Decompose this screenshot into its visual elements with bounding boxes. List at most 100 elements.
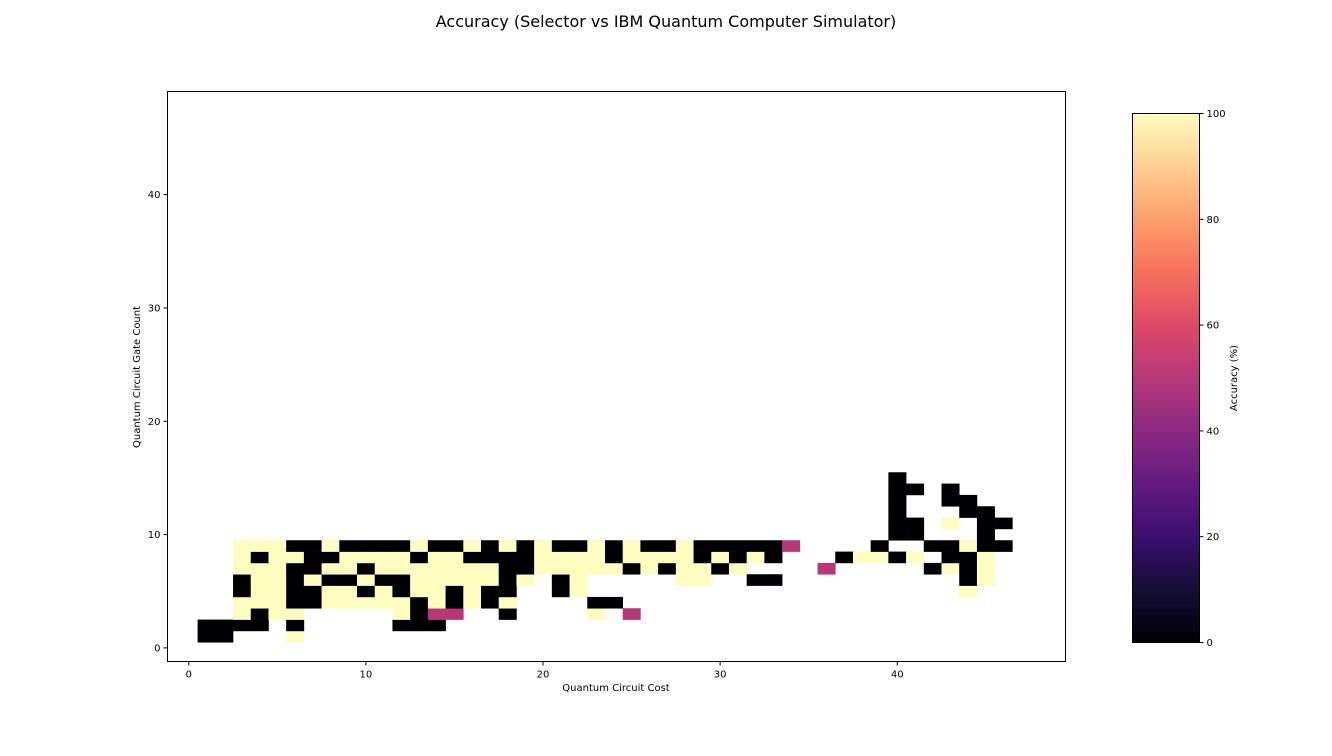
chart-title: Accuracy (Selector vs IBM Quantum Comput… bbox=[436, 12, 897, 31]
heatmap-cell bbox=[233, 551, 252, 564]
heatmap-cell bbox=[250, 551, 269, 564]
heatmap-cell bbox=[959, 562, 978, 575]
heatmap-cell bbox=[782, 540, 801, 552]
heatmap-cell bbox=[551, 540, 570, 552]
heatmap-cell bbox=[551, 574, 570, 586]
heatmap-cell bbox=[303, 596, 322, 609]
heatmap-cell bbox=[286, 630, 305, 643]
heatmap-cell bbox=[427, 608, 446, 620]
heatmap-cell bbox=[587, 551, 606, 564]
heatmap-cell bbox=[233, 540, 252, 552]
heatmap-cell bbox=[445, 608, 464, 620]
colorbar-tick-label: 100 bbox=[1207, 109, 1226, 120]
heatmap-cell bbox=[286, 596, 305, 609]
heatmap-cell bbox=[427, 574, 446, 586]
colorbar-ticks: 0 20 40 60 80 100 bbox=[1199, 109, 1226, 649]
heatmap-cell bbox=[604, 562, 623, 575]
heatmap-cell bbox=[268, 574, 287, 586]
heatmap-cell bbox=[481, 574, 500, 586]
heatmap-cell bbox=[906, 551, 925, 564]
heatmap-cell bbox=[498, 562, 517, 575]
heatmap-cell bbox=[498, 551, 517, 564]
x-tick-label: 20 bbox=[537, 670, 550, 681]
heatmap-cell bbox=[728, 540, 747, 552]
heatmap-cell bbox=[357, 562, 376, 575]
heatmap-cell bbox=[534, 562, 553, 575]
heatmap-cell bbox=[357, 596, 376, 609]
heatmap-cell bbox=[445, 551, 464, 564]
heatmap-cell bbox=[622, 551, 641, 564]
heatmap-cell bbox=[906, 483, 925, 496]
heatmap-cell bbox=[569, 574, 588, 586]
heatmap-cell bbox=[587, 608, 606, 620]
heatmap-cell bbox=[888, 506, 907, 518]
heatmap-cell bbox=[569, 585, 588, 598]
heatmap-cell bbox=[463, 596, 482, 609]
heatmap-cell bbox=[941, 483, 960, 496]
heatmap-cell bbox=[357, 540, 376, 552]
heatmap-cell bbox=[392, 562, 411, 575]
heatmap-cell bbox=[481, 596, 500, 609]
heatmap-cell bbox=[569, 551, 588, 564]
heatmap-cell bbox=[906, 517, 925, 530]
heatmap-cell bbox=[976, 551, 995, 564]
heatmap-cell bbox=[410, 562, 429, 575]
heatmap-cell bbox=[534, 551, 553, 564]
x-tick-label: 0 bbox=[186, 670, 192, 681]
heatmap-cell bbox=[746, 574, 765, 586]
plot-area bbox=[197, 472, 1013, 643]
heatmap-cell bbox=[870, 551, 889, 564]
heatmap-cell bbox=[339, 585, 358, 598]
heatmap-cell bbox=[498, 574, 517, 586]
heatmap-cell bbox=[959, 585, 978, 598]
heatmap-cell bbox=[534, 540, 553, 552]
heatmap-cell bbox=[303, 540, 322, 552]
heatmap-cell bbox=[888, 528, 907, 541]
heatmap-cell bbox=[658, 562, 677, 575]
heatmap-cell bbox=[463, 540, 482, 552]
heatmap-cell bbox=[321, 585, 340, 598]
heatmap-cell bbox=[516, 574, 535, 586]
heatmap-cell bbox=[764, 551, 783, 564]
heatmap-cell bbox=[250, 562, 269, 575]
heatmap-cell bbox=[445, 574, 464, 586]
heatmap-cell bbox=[250, 619, 269, 632]
colorbar-tick-label: 40 bbox=[1207, 426, 1220, 437]
heatmap-cell bbox=[498, 596, 517, 609]
heatmap-cell bbox=[764, 540, 783, 552]
heatmap-cell bbox=[286, 608, 305, 620]
heatmap-cell bbox=[463, 551, 482, 564]
heatmap-cell bbox=[215, 619, 234, 632]
y-tick-label: 0 bbox=[154, 643, 160, 654]
heatmap-cell bbox=[233, 574, 252, 586]
heatmap-cell bbox=[268, 585, 287, 598]
y-axis-label: Quantum Circuit Gate Count bbox=[132, 306, 143, 448]
heatmap-cell bbox=[374, 562, 393, 575]
heatmap-cell bbox=[250, 585, 269, 598]
heatmap-cell bbox=[728, 551, 747, 564]
heatmap-cell bbox=[888, 494, 907, 507]
heatmap-cell bbox=[250, 596, 269, 609]
heatmap-cell bbox=[303, 562, 322, 575]
heatmap-cell bbox=[392, 596, 411, 609]
heatmap-cell bbox=[250, 574, 269, 586]
heatmap-cell bbox=[410, 619, 429, 632]
heatmap-cell bbox=[481, 540, 500, 552]
heatmap-cell bbox=[286, 585, 305, 598]
colorbar bbox=[1132, 113, 1200, 643]
heatmap-cell bbox=[604, 551, 623, 564]
heatmap-cell bbox=[870, 540, 889, 552]
x-tick-label: 30 bbox=[714, 670, 727, 681]
heatmap-cell bbox=[693, 551, 712, 564]
heatmap-cell bbox=[427, 619, 446, 632]
heatmap-cell bbox=[764, 574, 783, 586]
heatmap-cell bbox=[481, 562, 500, 575]
heatmap-cell bbox=[357, 574, 376, 586]
heatmap-cell bbox=[410, 540, 429, 552]
heatmap-cell bbox=[959, 494, 978, 507]
heatmap-cell bbox=[445, 585, 464, 598]
heatmap-cell bbox=[622, 540, 641, 552]
heatmap-cell bbox=[693, 562, 712, 575]
heatmap-cell bbox=[516, 562, 535, 575]
